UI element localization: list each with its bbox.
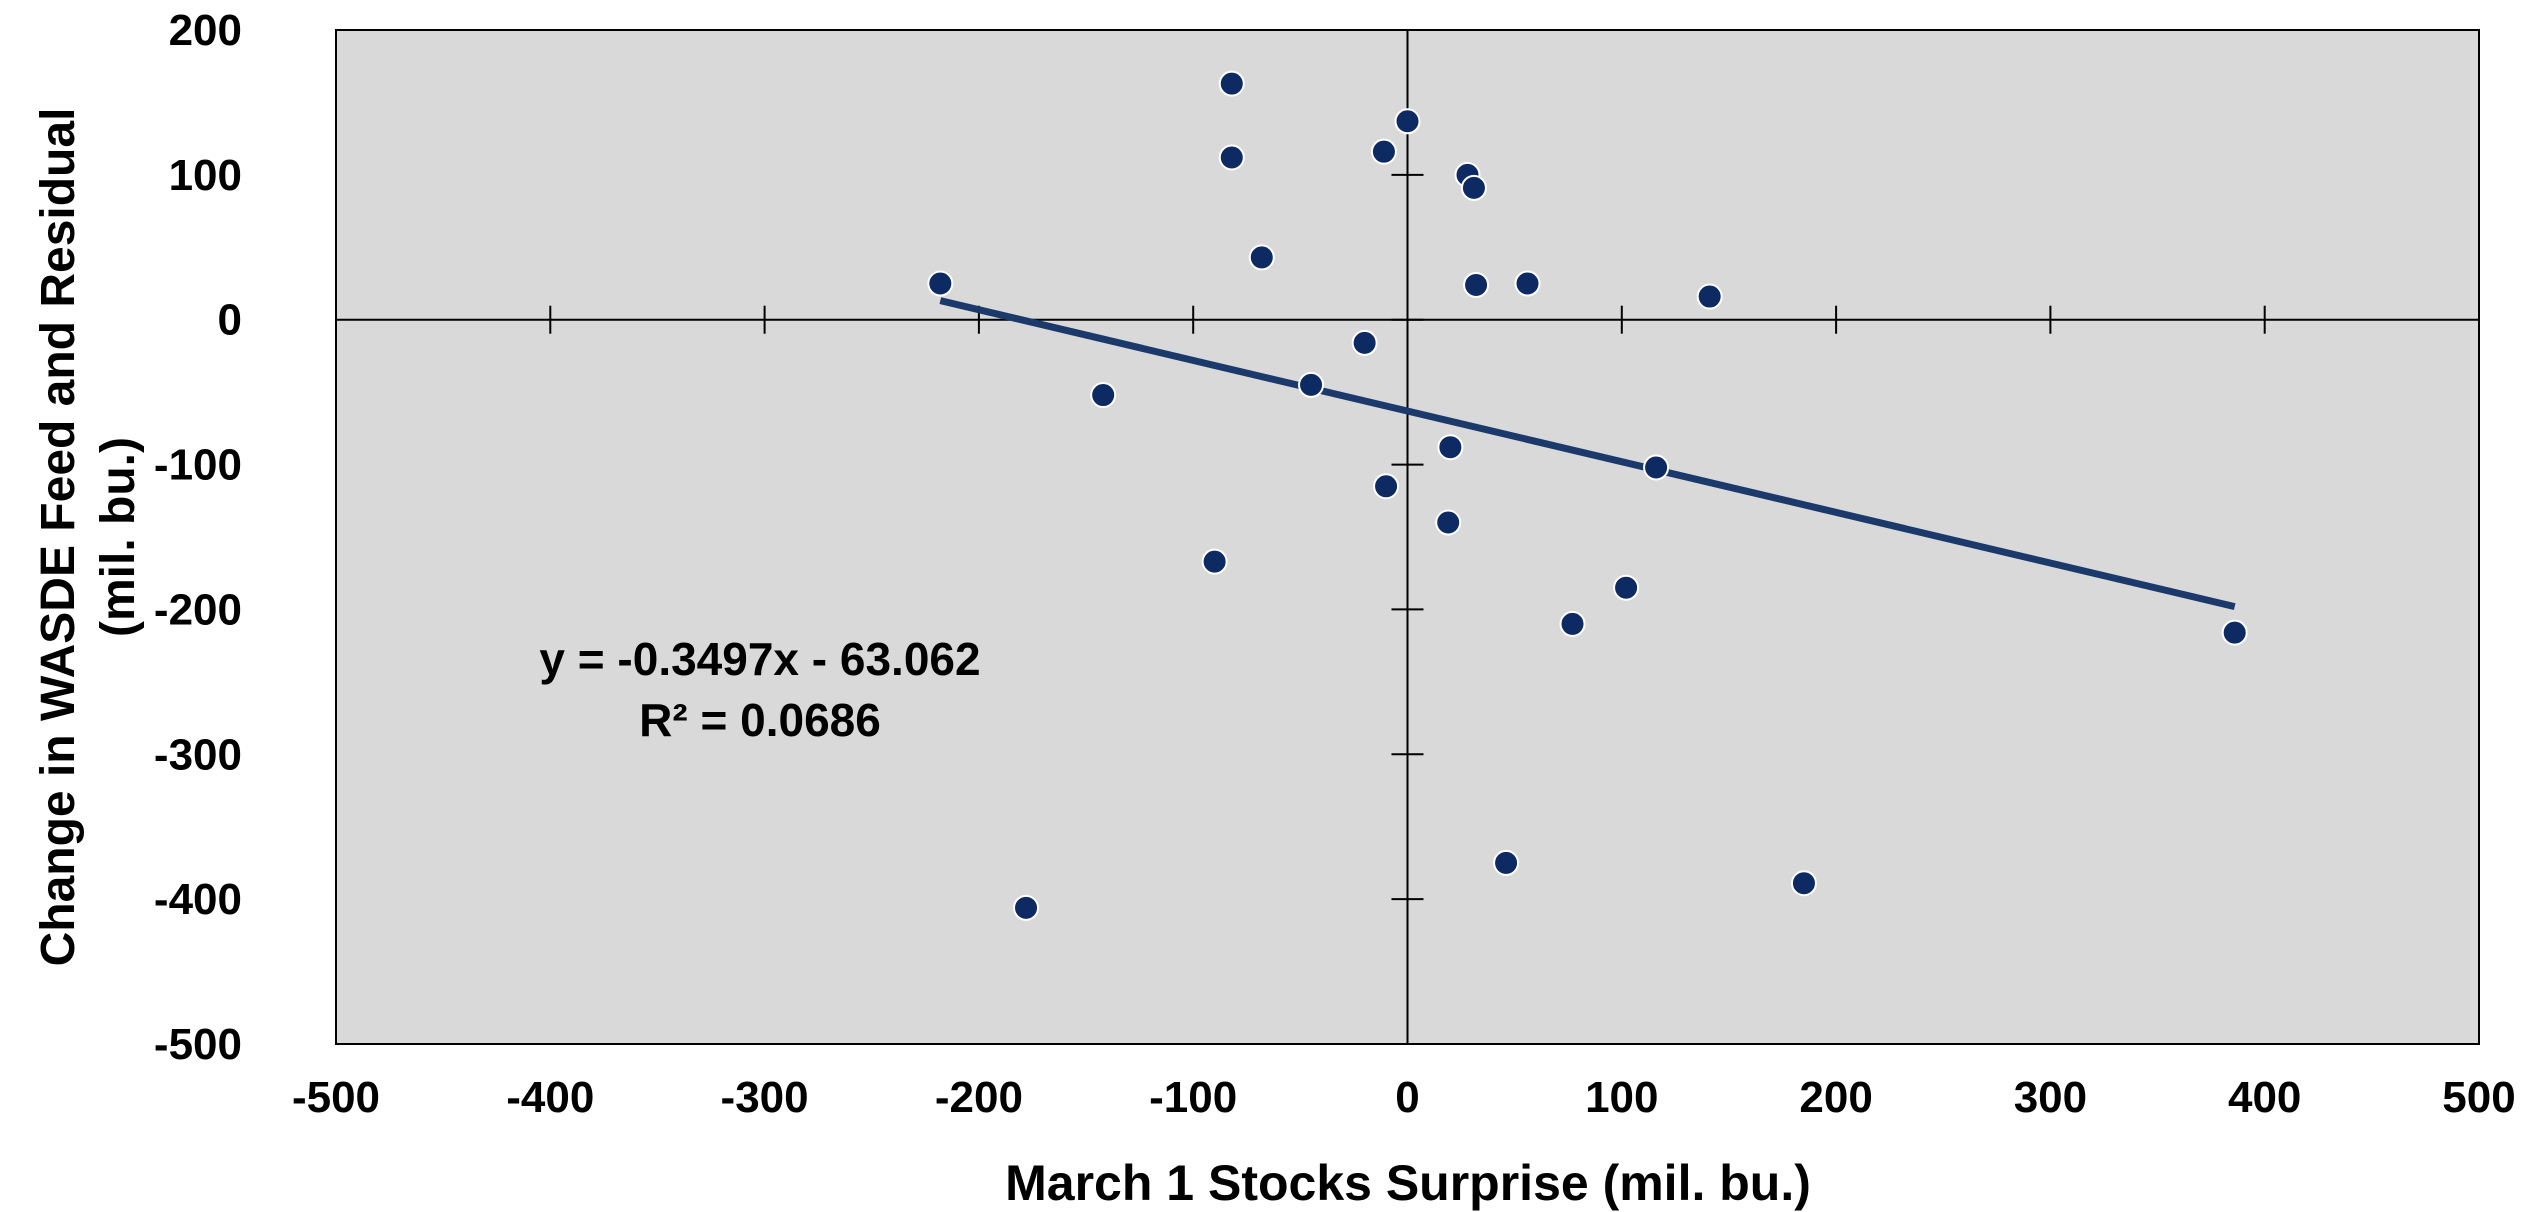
x-axis-label: March 1 Stocks Surprise (mil. bu.) <box>1005 1155 1811 1211</box>
data-point <box>1559 610 1586 637</box>
y-axis-label: Change in WASDE Feed and Residual (mil. … <box>32 108 145 967</box>
y-axis-ticks <box>1391 29 1424 1045</box>
data-point <box>1437 434 1464 461</box>
data-point <box>1435 509 1462 536</box>
y-axis-label-line-2: (mil. bu.) <box>92 437 145 637</box>
data-point <box>1013 894 1040 921</box>
x-tick-label: 200 <box>1799 1073 1872 1122</box>
data-point <box>1370 138 1397 165</box>
y-tick-label: -200 <box>154 585 242 634</box>
data-point <box>1613 574 1640 601</box>
x-tick-label: 100 <box>1585 1073 1658 1122</box>
data-point <box>1090 382 1117 409</box>
data-point <box>1394 108 1421 135</box>
y-axis-tick-labels: -500 -400 -300 -200 -100 0 100 200 <box>154 6 242 1069</box>
y-tick-label: 100 <box>169 151 242 200</box>
x-tick-label: 500 <box>2442 1073 2515 1122</box>
data-point <box>927 270 954 297</box>
x-tick-label: 0 <box>1395 1073 1419 1122</box>
data-point <box>1790 870 1817 897</box>
trendline <box>939 297 2236 611</box>
x-tick-label: 400 <box>2228 1073 2301 1122</box>
data-point <box>1201 548 1228 575</box>
y-axis-label-line-1: Change in WASDE Feed and Residual <box>32 108 85 967</box>
data-point <box>1218 144 1245 171</box>
x-tick-label: 300 <box>2014 1073 2087 1122</box>
y-tick-label: -300 <box>154 730 242 779</box>
data-point <box>1696 283 1723 310</box>
y-tick-label: -100 <box>154 441 242 490</box>
x-axis-ticks <box>335 305 2480 334</box>
y-tick-label: -400 <box>154 875 242 924</box>
x-tick-label: -100 <box>1149 1073 1237 1122</box>
data-point <box>1493 849 1520 876</box>
x-tick-label: -500 <box>292 1073 380 1122</box>
x-tick-label: -300 <box>721 1073 809 1122</box>
data-point <box>1514 270 1541 297</box>
trendline-r-squared: R² = 0.0686 <box>639 694 881 746</box>
data-point <box>1373 473 1400 500</box>
data-point <box>1460 174 1487 201</box>
data-point <box>1218 70 1245 97</box>
data-point <box>2221 619 2248 646</box>
data-points <box>927 70 2248 921</box>
y-tick-label: 0 <box>218 296 242 345</box>
trendline-equation: y = -0.3497x - 63.062 <box>539 633 980 685</box>
y-tick-label: 200 <box>169 6 242 55</box>
x-tick-label: -200 <box>935 1073 1023 1122</box>
data-point <box>1298 371 1325 398</box>
data-point <box>1463 271 1490 298</box>
data-point <box>1351 329 1378 356</box>
data-point <box>1248 244 1275 271</box>
y-tick-label: -500 <box>154 1020 242 1069</box>
data-point <box>1643 454 1670 481</box>
x-tick-label: -400 <box>506 1073 594 1122</box>
x-axis-tick-labels: -500 -400 -300 -200 -100 0 100 200 300 400 500 <box>292 1073 2516 1122</box>
